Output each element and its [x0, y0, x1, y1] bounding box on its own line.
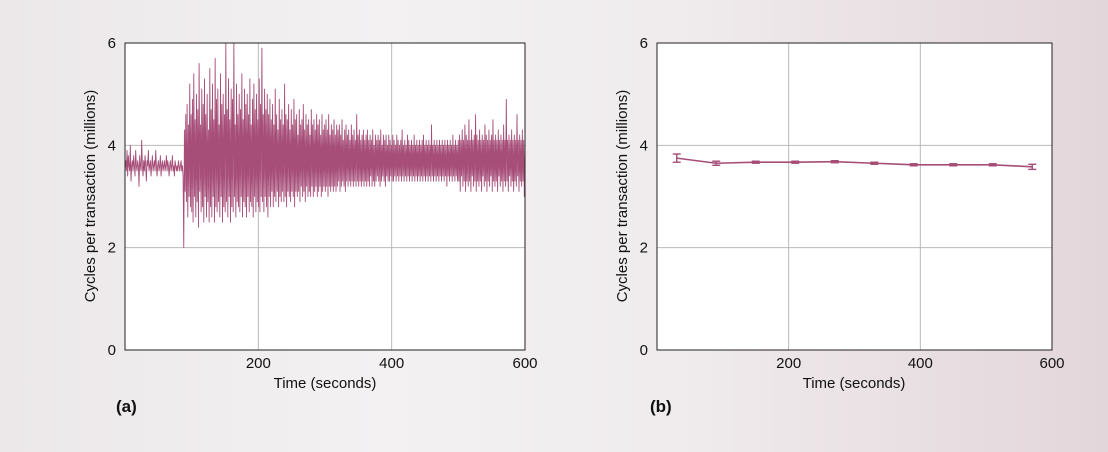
x-tick-label: 200 — [776, 355, 801, 372]
x-tick-label: 600 — [512, 355, 537, 372]
y-tick-label: 2 — [640, 240, 648, 257]
y-tick-label: 6 — [640, 35, 648, 52]
x-axis-label: Time (seconds) — [274, 375, 377, 392]
plot-frame — [124, 42, 526, 351]
x-tick-label: 400 — [379, 355, 404, 372]
y-tick-label: 6 — [108, 35, 116, 52]
series-line — [124, 42, 526, 249]
y-axis-label: Cycles per transaction (millions) — [614, 90, 631, 303]
series-line — [676, 157, 1033, 168]
panel-label: (b) — [650, 397, 672, 416]
data-series — [124, 42, 526, 249]
plot-frame — [656, 42, 1053, 351]
y-tick-label: 4 — [640, 137, 648, 154]
x-tick-label: 200 — [246, 355, 271, 372]
panel-a: 0 2 4 6 200 400 600 Time (seconds) Cycles per … — [82, 35, 538, 416]
plot-area — [657, 43, 1052, 350]
x-tick-label: 400 — [908, 355, 933, 372]
grid-lines — [657, 43, 1052, 350]
y-tick-label: 0 — [108, 342, 116, 359]
y-tick-label: 2 — [108, 240, 116, 257]
data-series — [672, 153, 1037, 171]
panel-b: 0 2 4 6 200 400 600 Time (seconds) Cycles per … — [614, 35, 1065, 416]
y-axis-label: Cycles per transaction (millions) — [82, 90, 99, 303]
panel-label: (a) — [116, 397, 137, 416]
x-axis-label: Time (seconds) — [803, 375, 906, 392]
x-tick-label: 600 — [1039, 355, 1064, 372]
axis-ticks: 0 2 4 6 200 400 600 — [108, 35, 538, 372]
y-tick-label: 4 — [108, 137, 116, 154]
plot-area — [125, 43, 525, 350]
axis-ticks: 0 2 4 6 200 400 600 — [640, 35, 1065, 372]
y-tick-label: 0 — [640, 342, 648, 359]
